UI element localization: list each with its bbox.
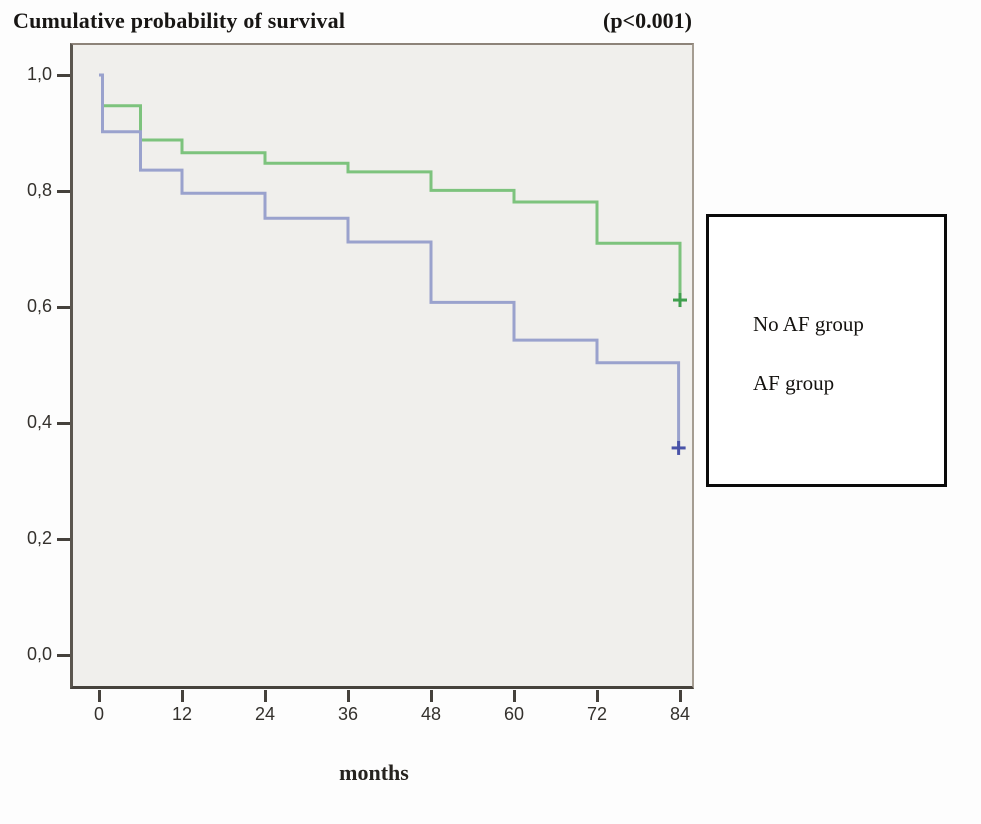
p-value-annotation: (p<0.001) xyxy=(603,8,692,33)
y-tick-label: 0,0 xyxy=(26,644,52,664)
legend-item-af-group: AF group xyxy=(753,371,835,395)
y-tick-label: 0,6 xyxy=(26,296,52,316)
x-axis-label: months xyxy=(339,760,409,785)
x-tick-mark xyxy=(512,690,516,702)
legend-item-no-af-group: No AF group xyxy=(753,312,864,336)
censor-plus-mark-no-af-group xyxy=(673,293,687,308)
x-tick-mark xyxy=(97,690,101,702)
y-tick-mark xyxy=(57,73,70,77)
series-line-no-af-group xyxy=(99,73,682,300)
y-tick-mark xyxy=(57,653,70,657)
x-tick-label: 0 xyxy=(93,704,104,724)
censor-plus-mark-af-group xyxy=(671,440,686,455)
y-tick-label: 0,8 xyxy=(26,180,52,200)
x-tick-mark xyxy=(263,690,267,702)
chart-title: Cumulative probability of survival xyxy=(13,8,346,33)
y-tick-label: 0,2 xyxy=(26,528,52,548)
series-line-af-group xyxy=(99,73,681,448)
x-tick-label: 36 xyxy=(337,704,359,724)
y-tick-mark xyxy=(57,189,70,193)
x-tick-mark xyxy=(678,690,682,702)
legend-box: No AF group AF group xyxy=(706,214,947,487)
y-tick-label: 1,0 xyxy=(26,64,52,84)
x-tick-mark xyxy=(429,690,433,702)
x-tick-label: 48 xyxy=(420,704,442,724)
survival-curves-svg xyxy=(99,73,687,455)
x-tick-label: 84 xyxy=(669,704,691,724)
y-tick-mark xyxy=(57,537,70,541)
y-tick-label: 0,4 xyxy=(26,412,52,432)
x-tick-label: 60 xyxy=(503,704,525,724)
x-tick-mark xyxy=(346,690,350,702)
y-tick-mark xyxy=(57,421,70,425)
x-tick-mark xyxy=(180,690,184,702)
plot-area xyxy=(70,43,694,689)
y-tick-mark xyxy=(57,305,70,309)
x-tick-mark xyxy=(595,690,599,702)
x-tick-label: 12 xyxy=(171,704,193,724)
x-tick-label: 72 xyxy=(586,704,608,724)
x-tick-label: 24 xyxy=(254,704,276,724)
